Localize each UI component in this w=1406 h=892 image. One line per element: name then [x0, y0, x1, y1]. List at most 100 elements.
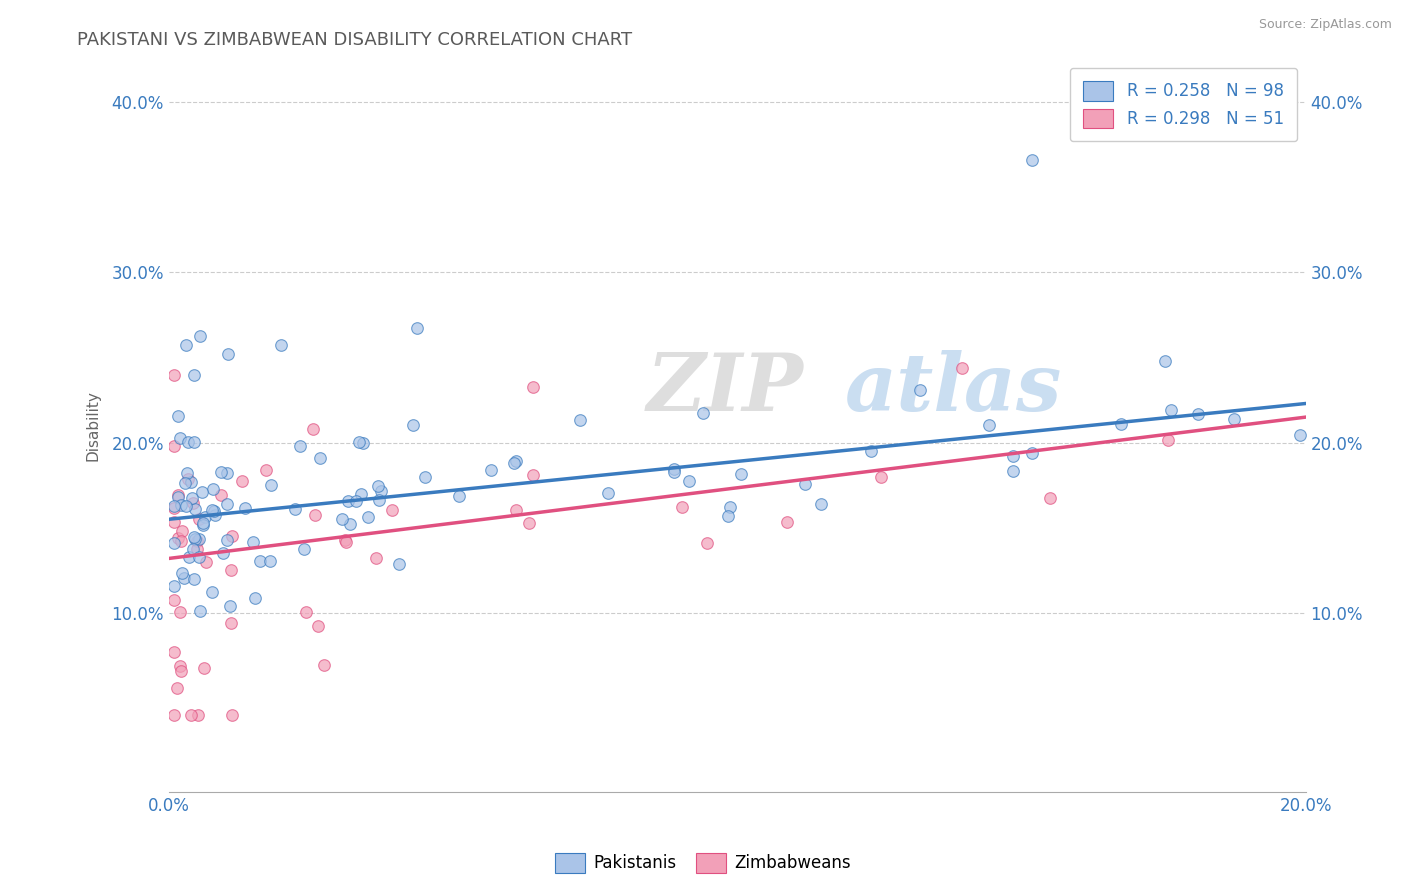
Legend: Pakistanis, Zimbabweans: Pakistanis, Zimbabweans	[548, 847, 858, 880]
Point	[180, 475, 202, 489]
Point	[184, 502, 207, 516]
Point	[173, 476, 195, 491]
Point	[1021, 445, 1043, 459]
Point	[1039, 491, 1062, 505]
Point	[193, 661, 215, 675]
Point	[215, 533, 238, 547]
Point	[176, 466, 198, 480]
Point	[364, 551, 387, 566]
Point	[517, 516, 540, 530]
Legend: R = 0.258   N = 98, R = 0.298   N = 51: R = 0.258 N = 98, R = 0.298 N = 51	[1070, 68, 1298, 142]
Point	[402, 418, 425, 433]
Point	[368, 492, 391, 507]
Point	[413, 470, 436, 484]
Point	[254, 463, 277, 477]
Point	[209, 465, 232, 479]
Point	[671, 500, 693, 514]
Point	[479, 463, 502, 477]
Point	[167, 531, 190, 545]
Point	[718, 500, 741, 515]
Point	[678, 475, 700, 489]
Point	[307, 618, 329, 632]
Point	[215, 466, 238, 480]
Point	[406, 320, 429, 334]
Point	[174, 338, 197, 352]
Point	[163, 645, 186, 659]
Point	[217, 496, 239, 510]
Point	[249, 554, 271, 568]
Point	[347, 435, 370, 450]
Point	[302, 422, 325, 436]
Point	[201, 584, 224, 599]
Y-axis label: Disability: Disability	[86, 390, 100, 461]
Point	[179, 549, 201, 564]
Point	[664, 462, 686, 476]
Point	[304, 508, 326, 523]
Point	[186, 541, 208, 556]
Point	[166, 409, 188, 424]
Point	[219, 615, 242, 630]
Point	[284, 502, 307, 516]
Point	[166, 681, 188, 695]
Point	[163, 500, 186, 515]
Point	[218, 599, 240, 613]
Point	[169, 498, 191, 512]
Point	[217, 347, 239, 361]
Point	[193, 518, 215, 533]
Point	[167, 488, 190, 502]
Point	[908, 383, 931, 397]
Point	[170, 665, 193, 679]
Point	[169, 658, 191, 673]
Point	[180, 491, 202, 505]
Point	[367, 479, 389, 493]
Point	[1160, 402, 1182, 417]
Point	[188, 604, 211, 618]
Point	[859, 444, 882, 458]
Point	[1222, 412, 1244, 426]
Point	[194, 510, 217, 524]
Point	[309, 450, 332, 465]
Point	[204, 508, 226, 523]
Point	[177, 472, 200, 486]
Point	[170, 566, 193, 581]
Text: ZIP: ZIP	[647, 351, 803, 428]
Point	[794, 476, 817, 491]
Point	[1154, 354, 1177, 368]
Point	[187, 532, 209, 546]
Point	[187, 512, 209, 526]
Point	[344, 494, 367, 508]
Point	[294, 605, 316, 619]
Point	[163, 515, 186, 529]
Point	[337, 494, 360, 508]
Point	[596, 486, 619, 500]
Point	[243, 591, 266, 605]
Point	[221, 528, 243, 542]
Point	[187, 549, 209, 564]
Point	[335, 535, 357, 549]
Point	[163, 368, 186, 382]
Point	[170, 524, 193, 538]
Point	[288, 439, 311, 453]
Point	[242, 535, 264, 549]
Point	[357, 510, 380, 524]
Point	[568, 413, 591, 427]
Point	[194, 555, 217, 569]
Point	[370, 484, 392, 499]
Point	[183, 533, 205, 547]
Point	[183, 530, 205, 544]
Point	[163, 578, 186, 592]
Point	[696, 535, 718, 549]
Text: Source: ZipAtlas.com: Source: ZipAtlas.com	[1258, 18, 1392, 31]
Point	[190, 329, 212, 343]
Point	[163, 499, 186, 513]
Point	[163, 439, 186, 453]
Point	[163, 536, 186, 550]
Point	[186, 534, 208, 549]
Point	[183, 572, 205, 586]
Point	[717, 508, 740, 523]
Point	[950, 361, 973, 376]
Point	[231, 475, 253, 489]
Point	[810, 497, 832, 511]
Point	[201, 502, 224, 516]
Point	[505, 454, 527, 468]
